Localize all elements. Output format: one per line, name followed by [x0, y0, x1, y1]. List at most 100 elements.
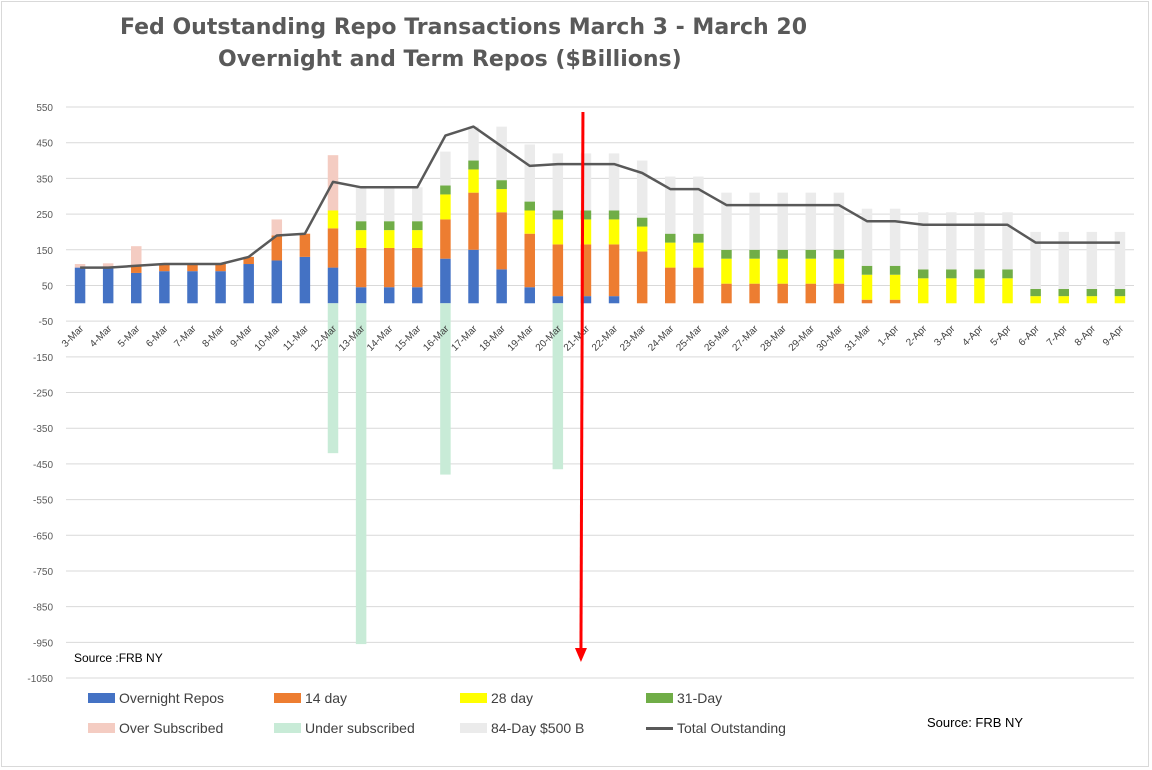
bar-overnight — [74, 267, 86, 304]
bar-d31 — [1030, 289, 1041, 297]
x-tick-label: 7-Mar — [172, 323, 199, 350]
bar-84day — [861, 208, 873, 266]
bar-under-subscribed — [440, 303, 451, 475]
x-tick-label: 6-Mar — [144, 323, 171, 350]
bar-d14 — [440, 219, 451, 259]
x-tick-label: 9-Mar — [229, 323, 256, 350]
bar-d14 — [468, 192, 479, 250]
bar-d14 — [327, 228, 339, 268]
bar-84day — [974, 212, 985, 270]
bar-over-subscribed — [271, 219, 283, 236]
y-tick-label: -650 — [33, 531, 53, 542]
y-tick-label: -750 — [33, 567, 53, 578]
bar-d28 — [412, 230, 423, 248]
x-tick-label: 10-Mar — [253, 323, 284, 354]
bar-overnight — [187, 271, 198, 304]
bar-overnight — [215, 271, 226, 304]
bar-d28 — [1002, 278, 1013, 304]
x-tick-label: 6-Apr — [1017, 323, 1043, 349]
bar-d28 — [946, 278, 957, 304]
red-arrow-shaft — [579, 111, 585, 651]
x-tick-label: 15-Mar — [393, 323, 424, 354]
bar-over-subscribed — [131, 246, 142, 266]
bar-d14 — [777, 283, 788, 304]
source-note-outside: Source: FRB NY — [927, 715, 1024, 730]
bar-84day — [468, 126, 479, 161]
x-tick-label: 5-Apr — [989, 323, 1015, 349]
y-tick-label: 150 — [36, 246, 53, 257]
x-tick-label: 5-Mar — [116, 323, 143, 350]
legend-label-31day: 31-Day — [677, 690, 723, 706]
legend-swatch-84day — [460, 723, 487, 733]
bar-84day — [580, 153, 592, 211]
bar-under-subscribed — [552, 303, 564, 470]
legend-swatch-undersubscribed — [274, 723, 301, 733]
bar-d31 — [496, 180, 507, 190]
bar-d28 — [580, 219, 592, 245]
x-tick-label: 25-Mar — [674, 323, 705, 354]
x-tick-label: 17-Mar — [449, 323, 480, 354]
x-tick-label: 31-Mar — [843, 323, 874, 354]
bar-d31 — [355, 221, 367, 231]
bar-d28 — [833, 258, 845, 284]
legend-item-84day: 84-Day $500 B — [460, 718, 584, 738]
bar-d14 — [861, 299, 873, 304]
legend-label-overnight: Overnight Repos — [119, 690, 225, 706]
bar-d28 — [524, 210, 535, 234]
y-tick-label: 350 — [36, 174, 53, 185]
legend-label-oversubscribed: Over Subscribed — [119, 720, 224, 736]
x-tick-label: 9-Apr — [1101, 323, 1127, 349]
legend-swatch-oversubscribed — [88, 723, 115, 733]
bar-d31 — [636, 217, 648, 227]
bar-d14 — [159, 264, 170, 272]
legend-item-undersubscribed: Under subscribed — [274, 718, 415, 738]
bar-d31 — [524, 201, 535, 211]
bar-overnight — [552, 296, 564, 304]
bar-d28 — [355, 230, 367, 248]
bar-overnight — [243, 264, 254, 304]
legend-swatch-total — [646, 726, 673, 730]
bar-d28 — [468, 169, 479, 193]
bar-d14 — [524, 233, 535, 288]
bar-d31 — [693, 233, 704, 243]
y-tick-label: -250 — [33, 389, 53, 400]
bar-d31 — [861, 265, 873, 275]
bar-d14 — [608, 244, 620, 297]
bar-overnight — [131, 272, 142, 304]
bar-d28 — [1114, 296, 1126, 304]
bar-over-subscribed — [102, 263, 114, 268]
y-tick-label: 550 — [36, 103, 53, 114]
x-tick-label: 14-Mar — [365, 323, 396, 354]
bar-d31 — [580, 210, 592, 220]
bar-d28 — [917, 278, 929, 304]
bar-overnight — [608, 296, 620, 304]
chart-title: Fed Outstanding Repo Transactions March … — [120, 12, 807, 76]
bar-d31 — [552, 210, 564, 220]
legend-item-overnight: Overnight Repos — [88, 688, 224, 708]
bar-overnight — [355, 287, 367, 304]
x-tick-label: 8-Apr — [1073, 323, 1099, 349]
bar-d14 — [552, 244, 564, 297]
bar-d31 — [665, 233, 676, 243]
bar-d28 — [1030, 296, 1041, 304]
bar-d31 — [1086, 289, 1098, 297]
x-tick-label: 3-Apr — [932, 323, 958, 349]
bar-84day — [1030, 231, 1041, 290]
bar-d14 — [383, 247, 395, 288]
legend-swatch-overnight — [88, 693, 115, 703]
bar-d31 — [805, 249, 817, 259]
bar-d14 — [187, 264, 198, 272]
bar-84day — [665, 176, 676, 234]
bar-84day — [693, 176, 704, 234]
bar-d14 — [721, 283, 732, 304]
bar-d31 — [412, 221, 423, 231]
bar-overnight — [327, 267, 339, 304]
chart-legend: Overnight Repos 14 day 28 day 31-Day Ove… — [88, 688, 948, 748]
bar-84day — [721, 192, 732, 250]
x-tick-label: 4-Apr — [960, 323, 986, 349]
x-tick-label: 2-Apr — [904, 323, 930, 349]
bar-d31 — [917, 269, 929, 279]
bar-d31 — [833, 249, 845, 259]
bar-84day — [383, 187, 395, 222]
bar-d31 — [721, 249, 732, 259]
